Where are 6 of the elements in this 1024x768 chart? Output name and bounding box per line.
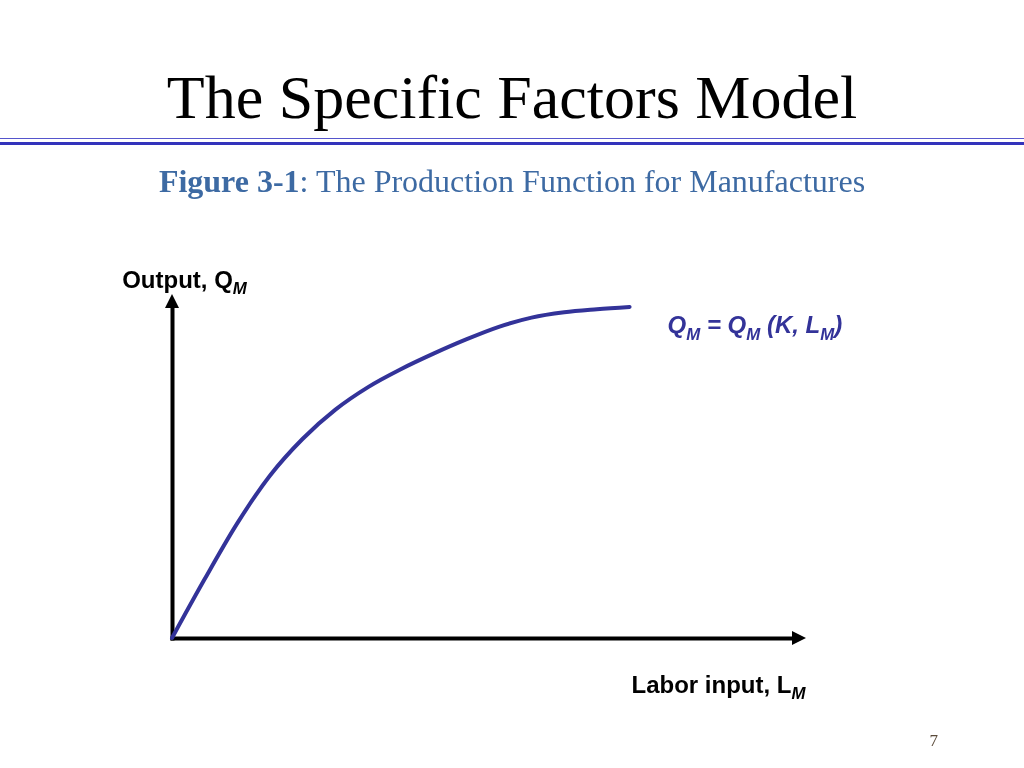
x-axis-title: Labor input, L$_{M}$ bbox=[631, 670, 807, 704]
chart-subtitle: Figure 3-1: The Production Function for Manufactures bbox=[157, 163, 867, 199]
text: 7 bbox=[929, 731, 938, 752]
chart-title: The Specific Factors Model bbox=[165, 63, 859, 131]
y-axis-title: Output, Q$_{M}$ bbox=[122, 265, 248, 299]
series-label: Q$_{M}$ = Q$_{M}$ (K, L$_{M}$) bbox=[667, 311, 843, 344]
